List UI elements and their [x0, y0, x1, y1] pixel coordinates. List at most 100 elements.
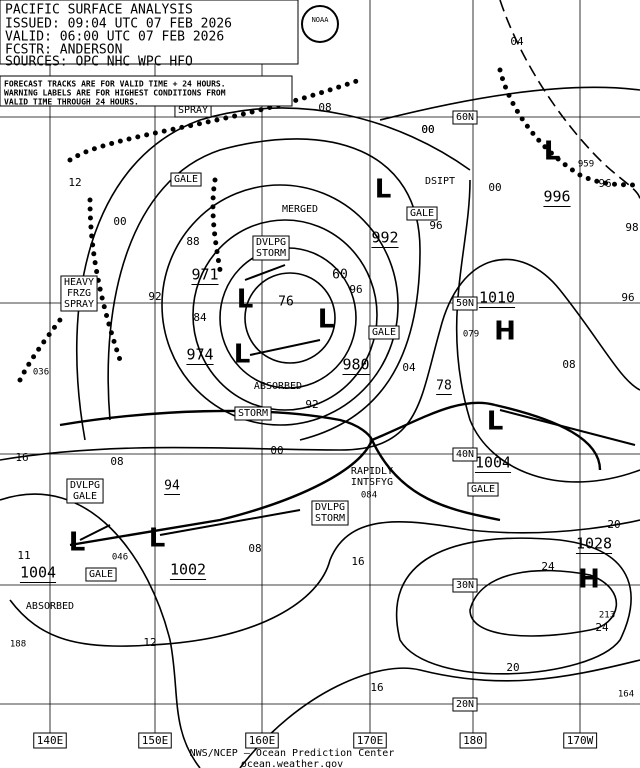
isobar-label: 20 — [506, 661, 519, 674]
header-line: FCSTR: ANDERSON — [5, 43, 122, 58]
warning-label: RAPIDLY — [351, 466, 393, 477]
lat-label: 20N — [456, 699, 474, 710]
header-line: VALID: 06:00 UTC 07 FEB 2026 — [5, 30, 224, 45]
isobar-label: 00 — [421, 123, 434, 136]
isobar-label: 16 — [370, 681, 383, 694]
central-pressure: 1028 — [576, 535, 612, 553]
pressure-system: H — [578, 565, 600, 595]
isobar — [161, 184, 399, 426]
isobar — [244, 272, 336, 364]
isobar-label: 12 — [68, 176, 81, 189]
lat-label: 60N — [456, 112, 474, 123]
warning-box — [368, 325, 400, 340]
pressure-system: L — [487, 407, 504, 437]
fronts — [17, 67, 640, 547]
isobar-label: 20 — [607, 518, 620, 531]
isobar-label: 00 — [488, 181, 501, 194]
warning-box — [467, 482, 499, 497]
warning-label: GALE — [471, 484, 495, 495]
lat-label-box — [452, 578, 478, 593]
isobar — [395, 537, 632, 675]
pressure-system: L — [234, 340, 251, 370]
central-pressure: 974 — [186, 346, 213, 364]
lat-label-box — [452, 447, 478, 462]
isobar-label: 046 — [112, 553, 128, 563]
warning-label: FRZG — [67, 288, 91, 299]
lon-label-box — [138, 732, 172, 749]
lon-label: 170W — [567, 734, 594, 747]
track-arrow — [249, 339, 321, 356]
isobar-label: 92 — [305, 398, 318, 411]
warning-label: SPRAY — [64, 299, 94, 310]
isobar — [0, 258, 640, 461]
warning-label: GALE — [372, 327, 396, 338]
central-pressure: 1010 — [479, 289, 515, 307]
isobar-label: 96 — [621, 291, 634, 304]
lat-label-box — [452, 110, 478, 125]
lon-label-box — [245, 732, 279, 749]
central-pressure: 971 — [191, 266, 218, 284]
isobar-label: 84 — [193, 311, 207, 324]
isobar-label: 16 — [15, 451, 28, 464]
isobar — [107, 138, 421, 441]
isobar-label: 24 — [541, 560, 555, 573]
isobar-label: 00 — [113, 215, 126, 228]
pressure-system: L — [375, 175, 392, 205]
isobar-label: 04 — [510, 35, 524, 48]
isobar-label: 12 — [143, 636, 156, 649]
lat-label-box — [452, 697, 478, 712]
warning-label: MERGED — [282, 204, 318, 215]
isobar — [239, 659, 640, 768]
isobar-label: 96 — [429, 219, 442, 232]
warning-label: HEAVY — [64, 277, 94, 288]
grid — [0, 0, 640, 735]
front — [59, 409, 374, 441]
front — [370, 439, 501, 522]
pressure-system: L — [69, 528, 86, 558]
isobar-label: 24 — [595, 621, 609, 634]
isobar-label: 084 — [361, 491, 377, 501]
isobar — [9, 519, 640, 647]
warning-label: DSIPT — [425, 176, 455, 187]
footer-line: ocean.weather.gov — [241, 759, 343, 768]
lon-label-box — [353, 732, 387, 749]
isobar — [76, 107, 471, 441]
track-arrow — [159, 509, 301, 536]
central-pressure: 60 — [332, 268, 348, 283]
central-pressure: 996 — [543, 188, 570, 206]
warning-box — [170, 172, 202, 187]
warning-box — [66, 478, 104, 504]
isobar-label: 08 — [318, 101, 331, 114]
isobar-label: 08 — [562, 358, 575, 371]
header-box — [0, 0, 299, 65]
header: PACIFIC SURFACE ANALYSIS ISSUED: 09:04 U… — [0, 0, 339, 107]
isobar — [469, 569, 618, 637]
ice-edge — [17, 317, 63, 383]
pressure-system: L — [237, 285, 254, 315]
footer-line: NWS/NCEP — Ocean Prediction Center — [190, 748, 395, 759]
header-line: PACIFIC SURFACE ANALYSIS — [5, 3, 193, 18]
note-line: FORECAST TRACKS ARE FOR VALID TIME + 24 … — [4, 80, 226, 89]
lon-label: 150E — [142, 734, 169, 747]
warning-label: STORM — [256, 248, 286, 259]
central-pressure: 78 — [436, 379, 452, 394]
track-arrow — [79, 524, 111, 541]
central-pressure: 76 — [278, 295, 294, 310]
warning-box — [311, 500, 349, 526]
warning-label: ABSORBED — [26, 601, 74, 612]
track-arrow — [499, 409, 636, 446]
warning-box — [252, 235, 290, 261]
central-pressure: 980 — [342, 356, 369, 374]
lon-label-box — [563, 732, 598, 749]
pressure-system: L — [318, 305, 335, 335]
front — [371, 401, 496, 442]
lon-label-box — [459, 732, 487, 749]
logo — [301, 5, 339, 43]
isobar-label: 079 — [463, 330, 479, 340]
footer: NWS/NCEP — Ocean Prediction Center ocean… — [190, 748, 395, 768]
isobar-label: 96 — [598, 177, 611, 190]
warning-box — [234, 406, 272, 421]
